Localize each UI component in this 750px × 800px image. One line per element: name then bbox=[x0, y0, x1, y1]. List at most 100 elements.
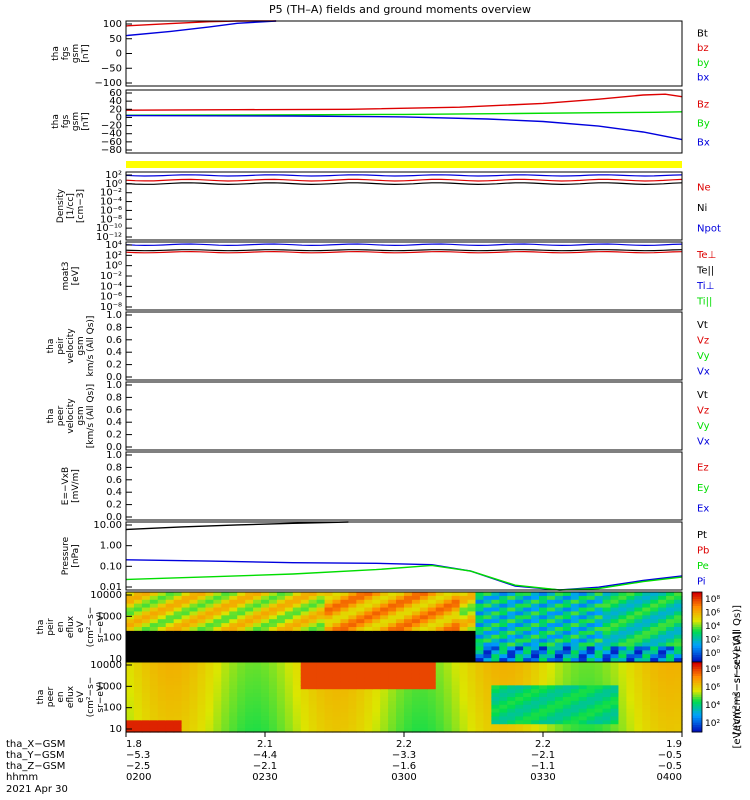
ytick-label: 100 bbox=[103, 19, 122, 30]
legend-vz: Vz bbox=[697, 405, 709, 416]
ytick-label: 0.8 bbox=[106, 392, 122, 403]
ytick-label: 10⁰ bbox=[105, 179, 122, 190]
xtick-label: 1.8 bbox=[126, 739, 142, 750]
ytick-label: 10⁻¹⁰ bbox=[96, 223, 122, 234]
ytick-label: 20 bbox=[109, 104, 122, 115]
xtick-label: −4.4 bbox=[253, 750, 277, 761]
legend-bz: bz bbox=[697, 43, 709, 54]
legend-ez: Ez bbox=[697, 462, 709, 473]
ytick-label: 10⁻⁸ bbox=[100, 214, 122, 225]
ytick-label: 0.4 bbox=[106, 487, 122, 498]
ylabel-line: peer bbox=[46, 686, 56, 707]
ylabel-line: [1/cc] bbox=[66, 193, 76, 219]
ytick-label: 10⁻⁴ bbox=[100, 281, 122, 292]
ylabel-line: [nPa] bbox=[71, 544, 81, 567]
legend-bx: bx bbox=[697, 73, 709, 84]
colorbar-tick: 10⁸ bbox=[705, 595, 720, 605]
ytick-label: 0 bbox=[116, 112, 122, 123]
legend-te: Te⊥ bbox=[696, 250, 716, 261]
xtick-label: −2.1 bbox=[531, 750, 555, 761]
xtick-label: 1.9 bbox=[666, 739, 682, 750]
legend-by: by bbox=[697, 58, 709, 69]
colorbar-tick: 10⁸ bbox=[705, 665, 720, 675]
ylabel-line: gsm bbox=[76, 406, 86, 425]
ytick-label: 10⁻⁶ bbox=[100, 205, 122, 216]
ytick-label: −40 bbox=[101, 129, 122, 140]
xtick-label: −5.3 bbox=[126, 750, 150, 761]
series-ti-perp bbox=[125, 243, 683, 247]
ylabel-line: [mV/m] bbox=[71, 469, 81, 503]
ylabel-line: tha bbox=[51, 46, 61, 61]
colorbar-tick: 10² bbox=[705, 636, 720, 646]
xtick-label: 2.1 bbox=[257, 739, 273, 750]
ylabel-line: gsm bbox=[71, 44, 81, 63]
legend-ex: Ex bbox=[697, 504, 709, 515]
ytick-label: −100 bbox=[95, 78, 122, 89]
ytick-label: 10⁻² bbox=[100, 271, 122, 282]
ytick-label: 1000 bbox=[97, 681, 122, 692]
ytick-label: 0.0 bbox=[106, 512, 122, 523]
xtick-label: −0.5 bbox=[658, 761, 682, 772]
colorbar-tick: 10² bbox=[705, 719, 720, 729]
ytick-label: −20 bbox=[101, 121, 122, 132]
ytick-label: 0.4 bbox=[106, 347, 122, 358]
xtick-label: 0300 bbox=[391, 772, 416, 783]
panel-0-ylabel: tha fgs gsm [nT] bbox=[51, 44, 91, 63]
ylabel-line: [nT] bbox=[81, 44, 91, 62]
ytick-label: 1000 bbox=[97, 611, 122, 622]
ylabel-line: sr−eV) bbox=[96, 611, 106, 642]
panel-3-ylabel: moat3 [eV] bbox=[61, 261, 81, 290]
panel-8-ylabel: tha peir en eflux eV (cm²−s− sr−eV) bbox=[36, 607, 106, 648]
series-pi bbox=[125, 559, 683, 591]
series-pe bbox=[125, 564, 683, 591]
colorbar-tick: 10⁴ bbox=[705, 622, 720, 632]
legend-bt: Bt bbox=[697, 28, 708, 39]
ytick-label: 40 bbox=[109, 96, 122, 107]
ylabel-line: Density bbox=[56, 188, 66, 223]
panel-1-ylabel: tha fgs gsm [nT] bbox=[51, 112, 91, 131]
xtick-label: −1.1 bbox=[531, 761, 555, 772]
ylabel-line: [cm−3] bbox=[76, 189, 86, 223]
ylabel-line: [km/s (All Qs)] bbox=[86, 384, 96, 448]
ytick-label: 0.0 bbox=[106, 372, 122, 383]
xtick-label: −1.6 bbox=[392, 761, 416, 772]
panel-5-frame bbox=[125, 381, 683, 451]
xtick-label: −2.1 bbox=[253, 761, 277, 772]
panel-4-ylabel: tha peir velocity gsm km/s (All Qs)] bbox=[46, 316, 96, 377]
spectrogram-ion bbox=[126, 592, 683, 663]
ylabel-line: fgs bbox=[61, 114, 71, 128]
ytick-label: 0.0 bbox=[106, 442, 122, 453]
legend-bx: Bx bbox=[697, 138, 710, 149]
ytick-label: 60 bbox=[109, 88, 122, 99]
ylabel-line: [nT] bbox=[81, 112, 91, 130]
series-ne bbox=[125, 178, 683, 182]
ytick-label: 0.8 bbox=[106, 462, 122, 473]
ytick-label: 1.0 bbox=[106, 450, 122, 461]
panel-2-ylabel: Density [1/cc] [cm−3] bbox=[56, 188, 86, 223]
ytick-label: 10 bbox=[109, 724, 122, 735]
legend-npot: Npot bbox=[697, 224, 721, 235]
ylabel-line: (cm²−s− bbox=[86, 607, 96, 648]
ytick-label: −80 bbox=[101, 145, 122, 156]
spectrogram-electron bbox=[126, 662, 683, 733]
legend-vz: Vz bbox=[697, 335, 709, 346]
ytick-label: 50 bbox=[109, 34, 122, 45]
ytick-label: 10⁴ bbox=[105, 240, 122, 251]
series-bx bbox=[125, 20, 277, 37]
ytick-label: 10 bbox=[109, 654, 122, 665]
quality-flag-bar bbox=[126, 161, 682, 168]
xaxis-row-label: tha_Y−GSM bbox=[6, 750, 65, 761]
legend-vx: Vx bbox=[697, 436, 710, 447]
colorbar-tick: 10⁰ bbox=[705, 649, 720, 659]
ytick-label: 0.6 bbox=[106, 405, 122, 416]
ytick-label: 10.00 bbox=[93, 520, 122, 531]
legend-ni: Ni bbox=[697, 203, 707, 214]
ylabel-line: peer bbox=[56, 405, 66, 426]
legend-pb: Pb bbox=[697, 545, 709, 556]
legend-pt: Pt bbox=[697, 530, 707, 541]
ytick-label: 10⁻¹² bbox=[96, 232, 122, 243]
legend-vy: Vy bbox=[697, 351, 710, 362]
legend-pi: Pi bbox=[697, 576, 706, 587]
ylabel-line: en bbox=[56, 691, 66, 702]
ylabel-line: velocity bbox=[66, 328, 76, 364]
